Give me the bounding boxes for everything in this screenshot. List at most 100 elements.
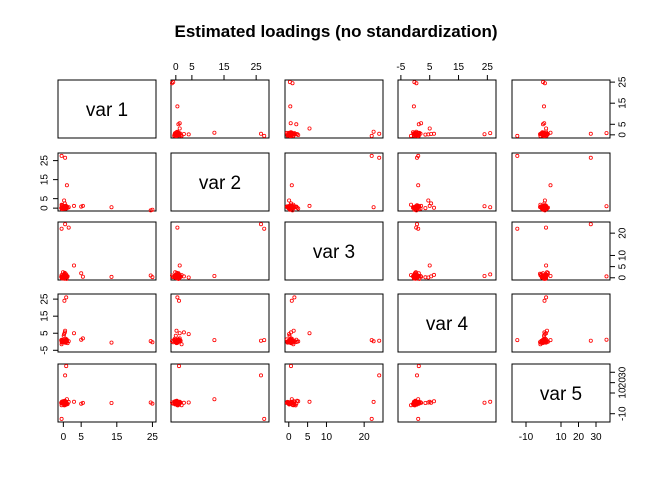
y-tick-label: 10 (618, 249, 629, 261)
data-point (258, 222, 263, 227)
y-tick-label: 5 (40, 195, 51, 201)
panel-3-3 (284, 221, 384, 281)
data-point (288, 204, 293, 209)
data-point (604, 131, 609, 136)
data-point (62, 204, 67, 209)
diagonal-label-var-4: var 4 (426, 314, 469, 335)
data-point (79, 337, 84, 342)
data-point (548, 273, 553, 278)
panel-2-5 (511, 152, 611, 212)
data-point (172, 131, 177, 136)
data-point (377, 338, 382, 343)
data-point (431, 205, 436, 210)
panel-1-1 (57, 79, 157, 139)
panel-4-3 (284, 293, 384, 353)
x-tick-label: 0 (61, 432, 67, 443)
data-point (542, 104, 547, 109)
panel-1-5 (511, 79, 611, 139)
data-point (515, 133, 520, 138)
data-point (181, 400, 186, 405)
data-point (177, 263, 182, 268)
data-point (289, 183, 294, 188)
data-point (604, 337, 609, 342)
data-point (538, 132, 543, 137)
data-point (377, 155, 382, 160)
panel-5-3 (284, 363, 384, 423)
data-point (588, 338, 593, 343)
data-point (287, 198, 292, 203)
panel-2-2 (170, 152, 270, 212)
data-point (176, 131, 181, 136)
data-point (408, 403, 413, 408)
panel-3-4 (397, 221, 497, 281)
x-tick-label: 5 (305, 432, 311, 443)
data-point (416, 183, 421, 188)
data-point (175, 225, 180, 230)
data-point (544, 295, 549, 300)
data-point (408, 133, 413, 138)
data-point (416, 364, 421, 369)
data-point (411, 205, 416, 210)
data-point (416, 226, 421, 231)
data-point (482, 400, 487, 405)
data-point (80, 274, 85, 279)
panel-1-2 (170, 79, 270, 139)
data-point (416, 204, 421, 209)
y-tick-label: 5 (618, 263, 629, 269)
data-point (414, 273, 419, 278)
panel-4-4 (397, 293, 497, 353)
panel-5-2 (170, 363, 270, 423)
data-point (262, 133, 267, 138)
panel-4-2 (170, 293, 270, 353)
data-point (79, 204, 84, 209)
data-point (288, 337, 293, 342)
data-point (371, 339, 376, 344)
data-point (62, 198, 67, 203)
y-tick-label: -10 (618, 406, 629, 421)
data-point (59, 153, 64, 158)
y-tick-label: 15 (40, 174, 51, 186)
data-point (427, 126, 432, 131)
data-point (212, 273, 217, 278)
x-tick-label: 5 (427, 62, 433, 73)
data-point (79, 271, 84, 276)
panel-2-4 (397, 152, 497, 212)
data-point (488, 205, 493, 210)
data-point (181, 274, 186, 279)
data-point (371, 205, 376, 210)
data-point (515, 338, 520, 343)
data-point (544, 339, 549, 344)
data-point (176, 274, 181, 279)
data-point (414, 81, 419, 86)
data-point (176, 364, 181, 369)
data-point (62, 298, 67, 303)
data-point (369, 133, 374, 138)
data-point (64, 364, 69, 369)
data-point (541, 207, 546, 212)
data-point (186, 132, 191, 137)
data-point (545, 328, 550, 333)
data-point (544, 126, 549, 131)
data-point (408, 202, 413, 207)
data-point (431, 131, 436, 136)
x-tick-label: 25 (251, 62, 263, 73)
data-point (175, 399, 180, 404)
data-point (179, 342, 184, 347)
data-point (588, 222, 593, 227)
data-point (482, 204, 487, 209)
data-point (416, 131, 421, 136)
data-point (63, 155, 68, 160)
y-tick-label: 0 (618, 132, 629, 138)
data-point (412, 403, 417, 408)
panel-5-4 (397, 363, 497, 423)
y-tick-label: 15 (618, 97, 629, 109)
data-point (538, 133, 543, 138)
panel-3-2 (170, 221, 270, 281)
data-point (416, 122, 421, 127)
data-point (488, 399, 493, 404)
data-point (66, 399, 71, 404)
data-point (419, 400, 424, 405)
y-tick-label: -5 (40, 345, 51, 354)
data-point (411, 104, 416, 109)
